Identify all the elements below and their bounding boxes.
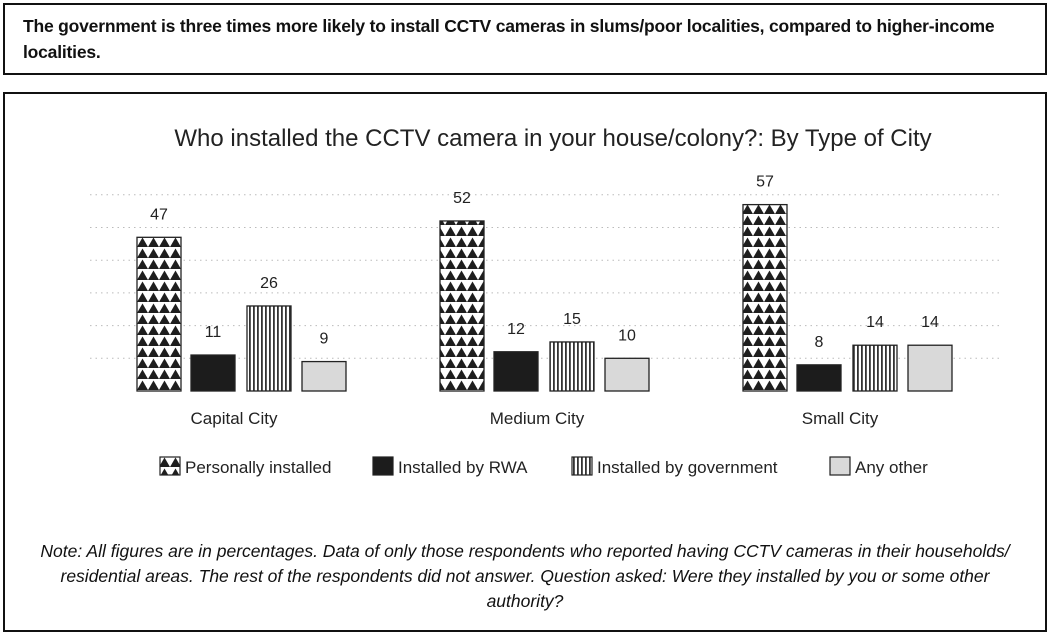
headline-box: The government is three times more likel… bbox=[3, 3, 1047, 75]
bar-1-0 bbox=[439, 220, 485, 392]
legend-label: Installed by RWA bbox=[398, 458, 528, 477]
legend-label: Any other bbox=[855, 458, 928, 477]
chart-title: Who installed the CCTV camera in your ho… bbox=[174, 125, 931, 152]
bar-0-0 bbox=[136, 236, 182, 392]
data-label: 15 bbox=[563, 311, 581, 328]
legend-swatch bbox=[159, 456, 181, 476]
bar-2-3 bbox=[907, 344, 953, 392]
data-label: 57 bbox=[756, 174, 774, 191]
bar-1-2 bbox=[549, 341, 595, 392]
data-label: 12 bbox=[507, 321, 525, 338]
bar-2-1 bbox=[796, 364, 842, 392]
data-label: 47 bbox=[150, 206, 168, 223]
bar-chart: Who installed the CCTV camera in your ho… bbox=[90, 125, 1000, 477]
legend: Personally installed Installed by RWA Inst… bbox=[159, 456, 928, 477]
headline-text: The government is three times more likel… bbox=[23, 16, 995, 62]
gridlines bbox=[90, 194, 1000, 359]
data-label: 8 bbox=[815, 334, 824, 351]
bars-layer bbox=[136, 203, 953, 392]
legend-swatch bbox=[571, 456, 593, 476]
bar-1-3 bbox=[604, 357, 650, 392]
footnote-text: Note: All figures are in percentages. Da… bbox=[40, 541, 1010, 611]
category-label: Medium City bbox=[490, 409, 585, 428]
category-label: Small City bbox=[802, 409, 879, 428]
bar-2-2 bbox=[852, 344, 898, 392]
data-label: 14 bbox=[921, 314, 939, 331]
chart-panel: Who installed the CCTV camera in your ho… bbox=[3, 92, 1047, 632]
footnote: Note: All figures are in percentages. Da… bbox=[25, 539, 1025, 614]
legend-swatch bbox=[372, 456, 394, 476]
legend-swatch bbox=[829, 456, 851, 476]
bar-0-3 bbox=[301, 360, 347, 392]
bar-0-2 bbox=[246, 305, 292, 392]
data-label: 9 bbox=[320, 331, 329, 348]
bar-0-1 bbox=[190, 354, 236, 392]
data-label: 52 bbox=[453, 190, 471, 207]
bar-2-0 bbox=[742, 203, 788, 392]
data-label: 10 bbox=[618, 327, 636, 344]
data-label: 11 bbox=[205, 324, 222, 341]
data-label: 26 bbox=[260, 275, 278, 292]
category-label: Capital City bbox=[191, 409, 278, 428]
labels-layer: 47 11 26 9 Capital City 52 12 15 10 Medium City 57… bbox=[150, 174, 939, 428]
data-label: 14 bbox=[866, 314, 884, 331]
legend-label: Installed by government bbox=[597, 458, 778, 477]
bar-1-1 bbox=[493, 351, 539, 392]
legend-label: Personally installed bbox=[185, 458, 331, 477]
